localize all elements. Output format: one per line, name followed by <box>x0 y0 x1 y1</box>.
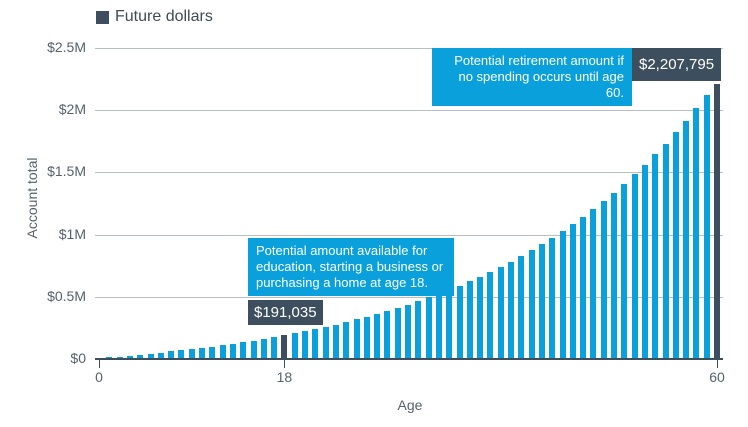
bar <box>518 256 524 359</box>
x-tick <box>284 359 285 368</box>
bar <box>477 277 483 359</box>
bar <box>384 311 390 359</box>
bar <box>560 231 566 359</box>
bar <box>292 333 298 359</box>
bar <box>395 308 401 359</box>
gridline <box>95 297 723 298</box>
age60-annotation: Potential retirement amount if no spendi… <box>432 48 632 106</box>
bar <box>457 286 463 359</box>
x-tick <box>717 359 718 368</box>
bar <box>302 331 308 359</box>
bar <box>281 335 287 359</box>
bar <box>323 327 329 359</box>
bar <box>663 144 669 359</box>
bar <box>549 238 555 359</box>
bar <box>693 108 699 359</box>
bar <box>446 290 452 359</box>
bar <box>714 84 720 359</box>
x-tick-label: 60 <box>709 369 725 385</box>
bar <box>364 317 370 359</box>
x-axis-title: Age <box>398 397 423 413</box>
gridline <box>95 172 723 173</box>
bar <box>621 184 627 359</box>
bar <box>251 341 257 359</box>
bar <box>271 337 277 359</box>
bar <box>343 322 349 359</box>
bar <box>405 305 411 359</box>
x-tick-label: 0 <box>95 369 103 385</box>
bar <box>498 267 504 359</box>
bar <box>601 201 607 359</box>
x-tick-label: 18 <box>277 369 293 385</box>
legend-swatch-icon <box>96 11 109 24</box>
bar <box>632 174 638 359</box>
bar <box>487 272 493 359</box>
bar <box>590 209 596 359</box>
y-tick-label: $0 <box>70 350 86 366</box>
bar <box>230 344 236 359</box>
y-tick-label: $1M <box>59 226 86 242</box>
age18-annotation: Potential amount available for education… <box>248 238 454 296</box>
y-axis-title: Account total <box>24 148 40 248</box>
legend: Future dollars <box>96 8 213 26</box>
age60-value-label: $2,207,795 <box>632 48 721 81</box>
y-tick-label: $0.5M <box>47 288 86 304</box>
bar <box>261 339 267 359</box>
bar <box>374 314 380 359</box>
bar <box>508 262 514 359</box>
y-tick-label: $2M <box>59 101 86 117</box>
bar <box>426 297 432 359</box>
bar <box>436 294 442 359</box>
bar <box>539 244 545 359</box>
bar <box>683 121 689 359</box>
bar <box>240 342 246 359</box>
bar <box>415 301 421 359</box>
bar <box>570 224 576 359</box>
bar <box>354 319 360 359</box>
bar <box>333 325 339 359</box>
bar <box>652 154 658 359</box>
bar <box>611 193 617 359</box>
bar <box>220 345 226 359</box>
bar <box>673 132 679 359</box>
bar <box>312 329 318 359</box>
x-tick <box>99 359 100 368</box>
age18-value-label: $191,035 <box>248 300 323 325</box>
legend-label: Future dollars <box>115 8 213 26</box>
bar <box>529 250 535 359</box>
y-tick-label: $1.5M <box>47 163 86 179</box>
bar <box>642 165 648 359</box>
gridline <box>95 110 723 111</box>
x-axis-line <box>95 358 723 360</box>
bar <box>704 95 710 359</box>
gridline <box>95 235 723 236</box>
bar <box>467 281 473 359</box>
bar <box>580 217 586 359</box>
y-tick-label: $2.5M <box>47 39 86 55</box>
